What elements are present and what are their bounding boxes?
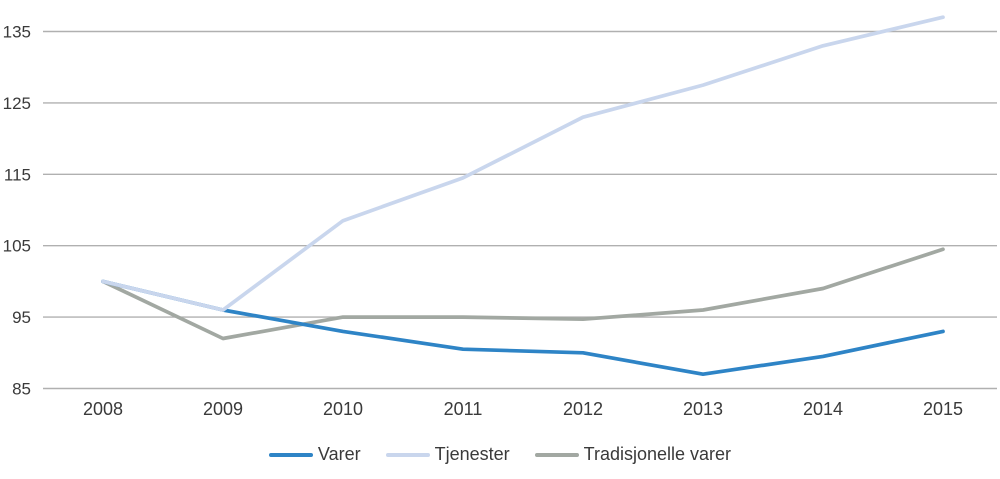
y-axis-tick-label-85: 85 xyxy=(12,380,31,399)
y-axis-tick-label-95: 95 xyxy=(12,308,31,327)
x-axis-tick-label-2008: 2008 xyxy=(83,399,123,419)
x-axis-tick-label-2012: 2012 xyxy=(563,399,603,419)
x-axis-tick-label-2014: 2014 xyxy=(803,399,843,419)
series-line-tradisjonelle-varer xyxy=(101,247,945,341)
legend-line-swatch-tradisjonelle-varer xyxy=(534,452,579,457)
legend-item-varer: Varer xyxy=(268,444,361,465)
x-axis-tick-label-2009: 2009 xyxy=(203,399,243,419)
x-axis-tick-label-2015: 2015 xyxy=(923,399,963,419)
legend-item-tjenester: Tjenester xyxy=(385,444,510,465)
legend-label-tradisjonelle-varer: Tradisjonelle varer xyxy=(583,444,732,464)
y-axis-tick-label-115: 115 xyxy=(4,165,31,184)
legend-item-tradisjonelle-varer: Tradisjonelle varer xyxy=(534,444,732,465)
y-axis-tick-label-135: 135 xyxy=(3,23,31,42)
series-line-varer xyxy=(101,279,945,377)
legend-label-varer: Varer xyxy=(317,444,361,464)
x-axis-tick-label-2011: 2011 xyxy=(444,399,483,419)
chart-canvas: 85 95 105 115 125 135 2008 2009 2010 2011 2012 2013… xyxy=(3,15,997,419)
x-axis-tick-label-2013: 2013 xyxy=(683,399,723,419)
legend-line-swatch-tjenester xyxy=(385,452,430,457)
y-axis-tick-label-105: 105 xyxy=(3,237,31,256)
legend-line-swatch-varer xyxy=(268,452,313,457)
series-line-tjenester xyxy=(101,15,945,312)
chart-legend: Varer Tjenester Tradisjonelle varer xyxy=(0,444,1000,465)
x-axis-tick-label-2010: 2010 xyxy=(323,399,363,419)
y-axis-tick-label-125: 125 xyxy=(3,94,31,113)
legend-label-tjenester: Tjenester xyxy=(434,444,510,464)
